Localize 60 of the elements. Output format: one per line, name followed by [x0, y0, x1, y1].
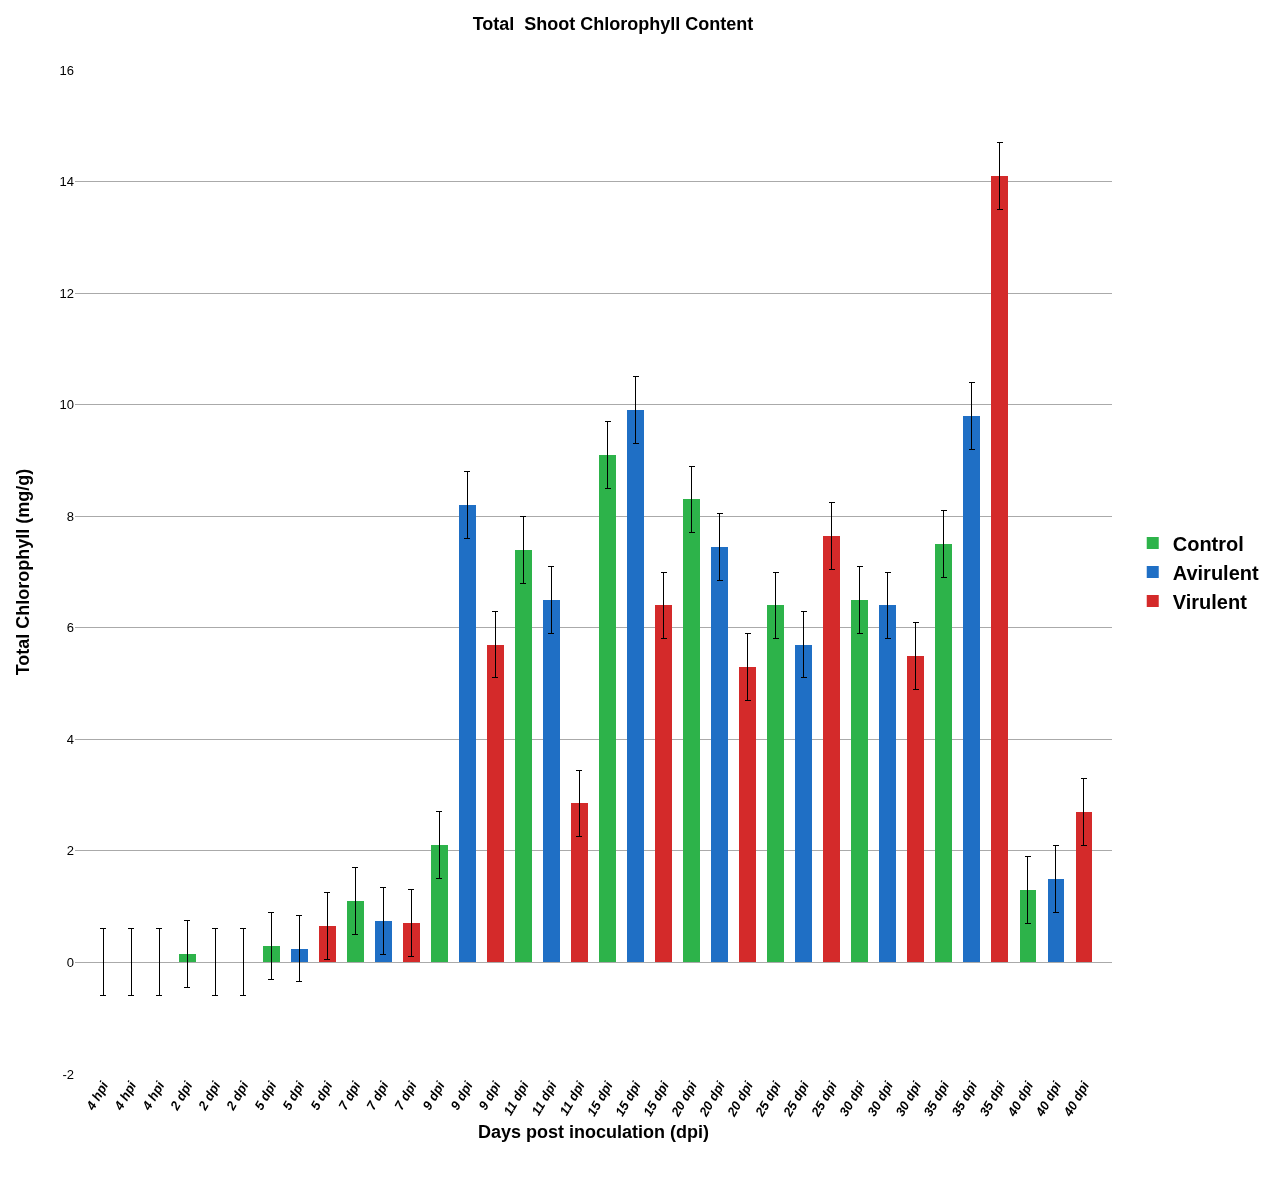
bar [263, 946, 280, 962]
bar [431, 845, 448, 962]
bar [683, 499, 700, 962]
bar [655, 605, 672, 962]
x-tick-label: 4 hpi [110, 1078, 140, 1114]
legend-label: Avirulent [1172, 561, 1260, 584]
legend-label: Virulent [1172, 590, 1248, 613]
bar [571, 803, 588, 962]
y-axis-title: Total Chlorophyll (mg/g) [13, 468, 33, 676]
x-tick-label: 2 dpi [194, 1078, 224, 1114]
bar [599, 455, 616, 962]
bar [627, 410, 644, 962]
bar [1076, 812, 1092, 962]
bar [403, 923, 420, 962]
y-tick-label: 16 [59, 62, 74, 78]
x-tick-label: 5 dpi [251, 1078, 280, 1113]
bar [543, 600, 560, 962]
bar [823, 536, 840, 962]
bar [907, 656, 924, 962]
bar [1048, 879, 1064, 962]
bar [795, 645, 812, 962]
y-tick-label: 2 [66, 843, 74, 859]
y-tick-label: -2 [62, 1066, 74, 1082]
bar [347, 901, 364, 962]
bar [711, 547, 728, 962]
bar [963, 416, 980, 962]
x-tick-label: 7 dpi [391, 1078, 420, 1113]
legend-label: Control [1172, 532, 1244, 555]
x-axis-title: Days post inoculation (dpi) [477, 1122, 710, 1142]
bar [767, 605, 784, 962]
x-tick-label: 2 dpi [166, 1078, 196, 1114]
x-tick-label: 4 hpi [82, 1078, 112, 1114]
x-tick-label: 9 dpi [419, 1078, 448, 1113]
bar [851, 600, 868, 962]
y-tick-label: 0 [66, 954, 74, 970]
x-tick-label: 5 dpi [279, 1078, 308, 1113]
bar [319, 926, 336, 962]
bar [459, 505, 476, 962]
bar [1020, 890, 1036, 962]
bar [739, 667, 756, 962]
y-tick-label: 14 [59, 174, 74, 190]
y-tick-label: 10 [59, 397, 74, 413]
y-tick-label: 12 [59, 285, 74, 301]
x-tick-label: 7 dpi [363, 1078, 392, 1113]
bar [879, 605, 896, 962]
bar [375, 921, 392, 962]
bar [291, 949, 308, 962]
bar [487, 645, 504, 962]
bar [935, 544, 952, 962]
y-tick-label: 8 [66, 508, 74, 524]
x-tick-label: 7 dpi [335, 1078, 364, 1113]
chart-title: Total Shoot Chlorophyll Content [472, 14, 754, 35]
x-tick-label: 9 dpi [447, 1078, 476, 1113]
y-tick-label: 4 [66, 731, 74, 747]
y-tick-label: 6 [66, 620, 74, 636]
x-tick-label: 2 dpi [222, 1078, 252, 1114]
x-tick-label: 4 hpi [138, 1078, 168, 1114]
bar [991, 176, 1008, 962]
bar [515, 550, 532, 962]
x-tick-label: 5 dpi [307, 1078, 336, 1113]
